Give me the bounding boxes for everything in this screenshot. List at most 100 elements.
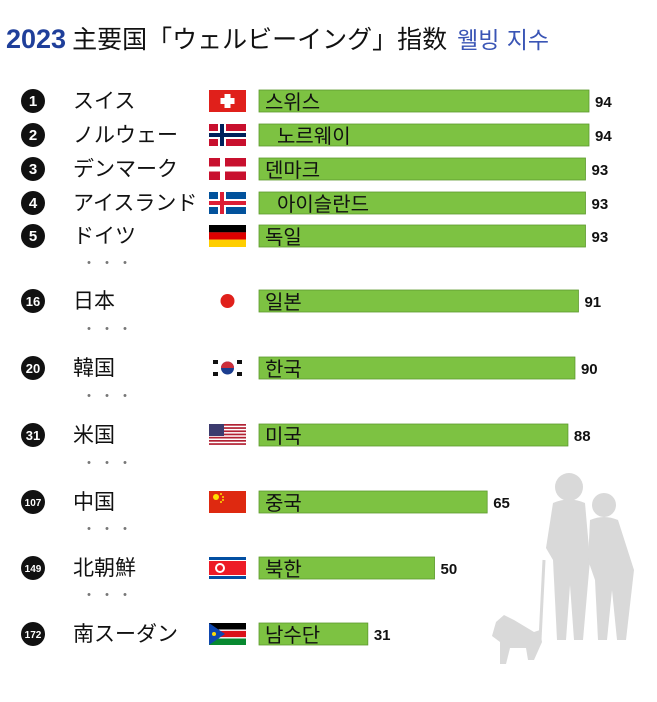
country-name: 日本	[73, 289, 115, 313]
denmark-flag	[209, 158, 246, 180]
rank-badge	[21, 556, 45, 580]
bar	[258, 490, 488, 514]
gap-marker: ・・・	[82, 256, 136, 272]
country-name: ドイツ	[73, 224, 136, 248]
chart-row: 149 北朝鮮 북한 50	[21, 556, 457, 581]
rank-number: 16	[26, 294, 40, 309]
bar	[258, 289, 579, 313]
south-sudan-flag	[209, 623, 246, 645]
chart-row: 16 日本 일본 91	[21, 289, 601, 314]
bar-korean-label: 한국	[265, 357, 302, 381]
rank-number: 107	[25, 498, 42, 509]
rank-number: 31	[26, 428, 40, 443]
bar	[258, 622, 369, 646]
rank-badge	[21, 224, 45, 248]
gap-marker: ・・・	[82, 522, 136, 538]
elderly-couple-with-dog-silhouette	[492, 473, 634, 664]
rank-badge	[21, 157, 45, 181]
rank-badge	[21, 289, 45, 313]
iceland-flag	[209, 192, 246, 214]
norway-flag	[209, 124, 246, 146]
title-main: 主要国「ウェルビーイング」指数	[72, 25, 448, 54]
china-flag	[209, 491, 246, 513]
data-label: 93	[591, 162, 608, 179]
title-korean: 웰빙 지수	[457, 28, 550, 54]
bar	[258, 157, 586, 181]
rank-badge	[21, 622, 45, 646]
rank-number: 1	[29, 93, 37, 110]
bar-korean-label: 아이슬란드	[277, 192, 369, 216]
bar	[258, 423, 569, 447]
bar	[258, 224, 586, 248]
bar	[258, 89, 590, 113]
country-name: ノルウェー	[73, 123, 178, 147]
title-year: 2023	[6, 24, 67, 54]
data-label: 88	[574, 428, 591, 445]
rank-number: 5	[29, 228, 37, 245]
country-name: 米国	[73, 423, 115, 447]
chart-row: 2 ノルウェー 노르웨이 94	[21, 123, 612, 148]
bar-korean-label: 남수단	[265, 623, 320, 647]
chart-row: 4 アイスランド 아이슬란드 93	[21, 191, 608, 216]
germany-flag	[209, 225, 246, 247]
country-name: アイスランド	[73, 191, 197, 215]
country-name: 北朝鮮	[73, 556, 136, 580]
rank-number: 20	[26, 361, 40, 376]
rank-number: 2	[29, 127, 37, 144]
chart-row: 1 スイス 스위스 94	[21, 89, 612, 114]
data-label: 91	[584, 294, 601, 311]
gap-marker: ・・・	[82, 322, 136, 338]
chart-rows: 1 スイス 스위스 94 2 ノルウェー 노르웨이 94 3 デンマーク 덴마크 93 4 アイスランド 아…	[21, 89, 612, 647]
chart-row: 172 南スーダン 남수단 31	[21, 622, 391, 647]
data-label: 94	[595, 94, 612, 111]
rank-badge	[21, 123, 45, 147]
rank-number: 3	[29, 161, 37, 178]
rank-badge	[21, 490, 45, 514]
gap-marker: ・・・	[82, 389, 136, 405]
chart-row: 5 ドイツ 독일 93	[21, 224, 608, 249]
chart-row: 31 米国 미국 88	[21, 423, 591, 448]
north-korea-flag	[209, 557, 246, 579]
rank-badge	[21, 89, 45, 113]
bar-korean-label: 독일	[265, 225, 302, 249]
japan-flag	[209, 290, 246, 312]
data-label: 93	[591, 229, 608, 246]
bar	[258, 556, 435, 580]
chart-row: 3 デンマーク 덴마크 93	[21, 157, 608, 182]
south-korea-flag	[209, 357, 246, 379]
bar	[258, 123, 590, 147]
rank-number: 149	[25, 564, 42, 575]
country-name: 中国	[73, 490, 115, 514]
country-name: スイス	[73, 89, 135, 113]
bar-korean-label: 일본	[265, 290, 302, 314]
country-name: デンマーク	[73, 157, 178, 181]
country-name: 韓国	[73, 356, 115, 380]
bar-korean-label: 덴마크	[265, 158, 320, 182]
data-label: 31	[374, 627, 391, 644]
rank-badge	[21, 356, 45, 380]
rank-badge	[21, 423, 45, 447]
rank-number: 4	[29, 195, 38, 212]
data-label: 65	[493, 495, 510, 512]
usa-flag	[209, 424, 246, 446]
data-label: 90	[581, 361, 598, 378]
bar-korean-label: 스위스	[265, 90, 320, 114]
chart-row: 20 韓国 한국 90	[21, 356, 598, 381]
chart-title: 2023 主要国「ウェルビーイング」指数 웰빙 지수	[6, 20, 549, 56]
data-label: 94	[595, 128, 612, 145]
data-label: 93	[591, 196, 608, 213]
bar-korean-label: 노르웨이	[277, 124, 351, 148]
bar-korean-label: 중국	[265, 491, 302, 515]
rank-badge	[21, 191, 45, 215]
rank-number: 172	[25, 630, 42, 641]
bar	[258, 356, 576, 380]
switzerland-flag	[209, 90, 246, 112]
bar	[258, 191, 586, 215]
chart-row: 107 中国 중국 65	[21, 490, 510, 515]
data-label: 50	[441, 561, 458, 578]
bar-korean-label: 미국	[265, 424, 302, 448]
bar-korean-label: 북한	[265, 557, 302, 581]
gap-marker: ・・・	[82, 456, 136, 472]
country-name: 南スーダン	[73, 622, 178, 646]
